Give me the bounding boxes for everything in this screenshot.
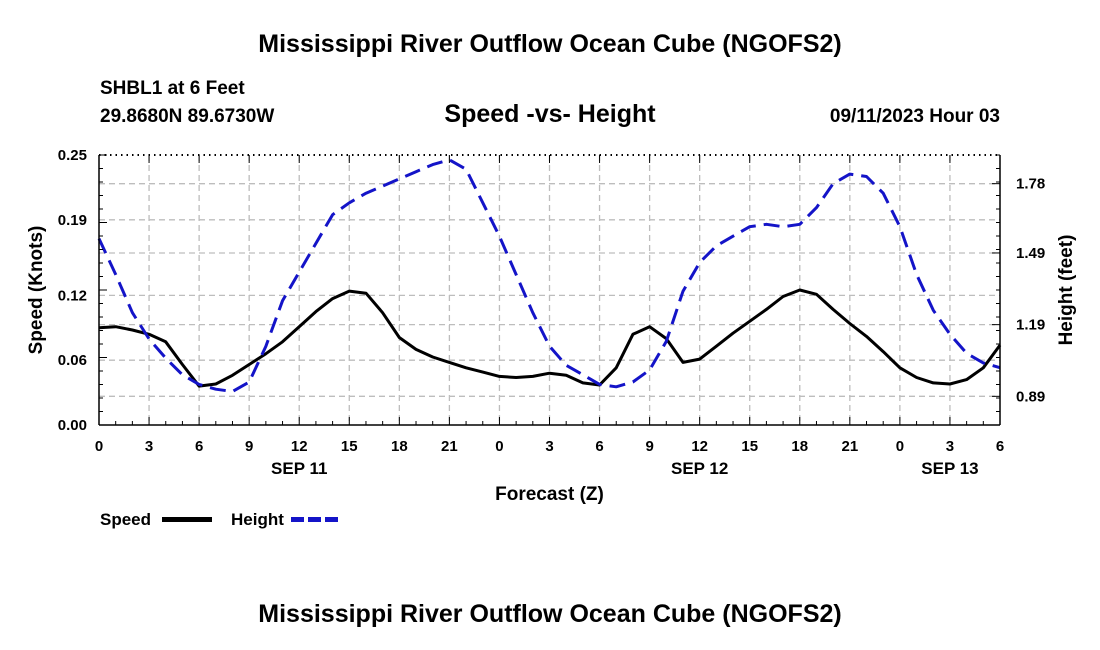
date-label: SEP 12 [671,459,728,478]
x-tick-label: 3 [145,438,153,455]
speed-height-chart: 0 3 6 9 12 15 18 21 0 3 6 9 12 15 18 21 0 3 6 SEP 11 SEP 12 S… [26,147,1077,505]
station-label: SHBL1 at 6 Feet [100,78,245,99]
axis-labels: 0 3 6 9 12 15 18 21 0 3 6 9 12 15 18 21 0 3 6 SEP 11 SEP 12 S… [26,147,1077,505]
datetime-label: 09/11/2023 Hour 03 [829,106,1000,127]
date-label: SEP 11 [271,459,327,478]
x-tick-label: 3 [545,438,553,455]
x-tick-label: 15 [341,438,358,455]
y2-tick-label: 1.78 [1016,176,1045,193]
chart-title-top: Mississippi River Outflow Ocean Cube (NG… [258,30,842,58]
x-tick-label: 12 [691,438,708,455]
y-tick-label: 0.25 [58,147,87,164]
y2-tick-label: 1.19 [1016,317,1045,334]
legend-speed-label: Speed [100,510,152,529]
y2-tick-label: 1.49 [1016,245,1045,262]
chart-subtitle: Speed -vs- Height [444,100,656,128]
x-tick-label: 9 [245,438,253,455]
y-tick-label: 0.12 [58,287,87,304]
x-tick-label: 6 [595,438,603,455]
series-layer [97,158,1002,393]
x-tick-label: 12 [291,438,308,455]
chart-title-bottom: Mississippi River Outflow Ocean Cube (NG… [258,600,842,628]
y2-tick-label: 0.89 [1016,388,1045,405]
x-tick-label: 15 [741,438,758,455]
x-tick-label: 18 [391,438,408,455]
x-tick-label: 9 [645,438,653,455]
coordinates-label: 29.8680N 89.6730W [100,106,275,127]
y-tick-label: 0.06 [58,352,87,369]
grid-lines [99,155,1000,425]
y-axis-title: Speed (Knots) [26,226,47,355]
x-axis-title: Forecast (Z) [495,484,604,505]
height-series-line [97,158,1001,393]
legend-height-swatch [291,517,341,522]
x-tick-label: 0 [95,438,103,455]
date-label: SEP 13 [921,459,978,478]
x-tick-label: 21 [841,438,858,455]
x-tick-label: 0 [495,438,503,455]
x-tick-label: 18 [791,438,808,455]
legend-speed-swatch [162,517,212,522]
y2-axis-title: Height (feet) [1056,235,1077,346]
x-tick-label: 6 [996,438,1004,455]
legend-height-label: Height [231,510,284,529]
y-tick-label: 0.00 [58,417,87,434]
speed-series-line [98,288,1002,388]
x-tick-label: 21 [441,438,458,455]
x-tick-label: 6 [195,438,203,455]
y-tick-label: 0.19 [58,212,87,229]
axes [98,154,1001,426]
x-tick-label: 3 [946,438,954,455]
x-tick-label: 0 [896,438,904,455]
